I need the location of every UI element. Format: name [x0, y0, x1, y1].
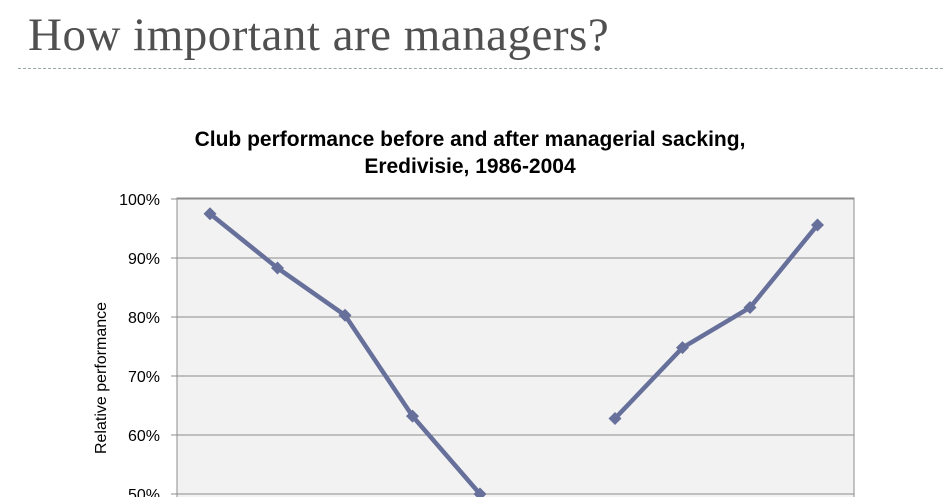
y-axis-label: Relative performance [93, 302, 110, 454]
data-point-marker [203, 207, 217, 221]
data-point-marker [676, 341, 689, 355]
plot-area [176, 197, 855, 497]
chart-title: Club performance before and after manage… [120, 126, 820, 180]
chart-title-line-2: Eredivisie, 1986-2004 [364, 155, 576, 178]
slide-title: How important are managers? [28, 9, 610, 61]
y-tick-label: 70% [128, 369, 160, 386]
data-point-marker [473, 487, 487, 497]
y-tick-label: 50% [128, 487, 160, 497]
data-point-marker [743, 301, 757, 315]
y-tick-label: 80% [128, 310, 160, 327]
data-point-marker [608, 411, 622, 425]
y-tick-label: 100% [119, 192, 160, 209]
y-tick-label: 90% [128, 251, 160, 268]
data-point-marker [406, 409, 419, 423]
data-point-marker [811, 218, 824, 232]
data-points [203, 207, 824, 497]
y-tick-labels: 50% 60% 70% 80% 90% 100% [119, 192, 160, 497]
y-tick-label: 60% [128, 428, 160, 445]
title-divider [18, 68, 943, 69]
chart-title-line-1: Club performance before and after manage… [194, 128, 746, 151]
data-point-marker [338, 308, 352, 322]
data-point-marker [271, 261, 284, 275]
gridlines [171, 198, 854, 495]
series-line [613, 223, 820, 421]
